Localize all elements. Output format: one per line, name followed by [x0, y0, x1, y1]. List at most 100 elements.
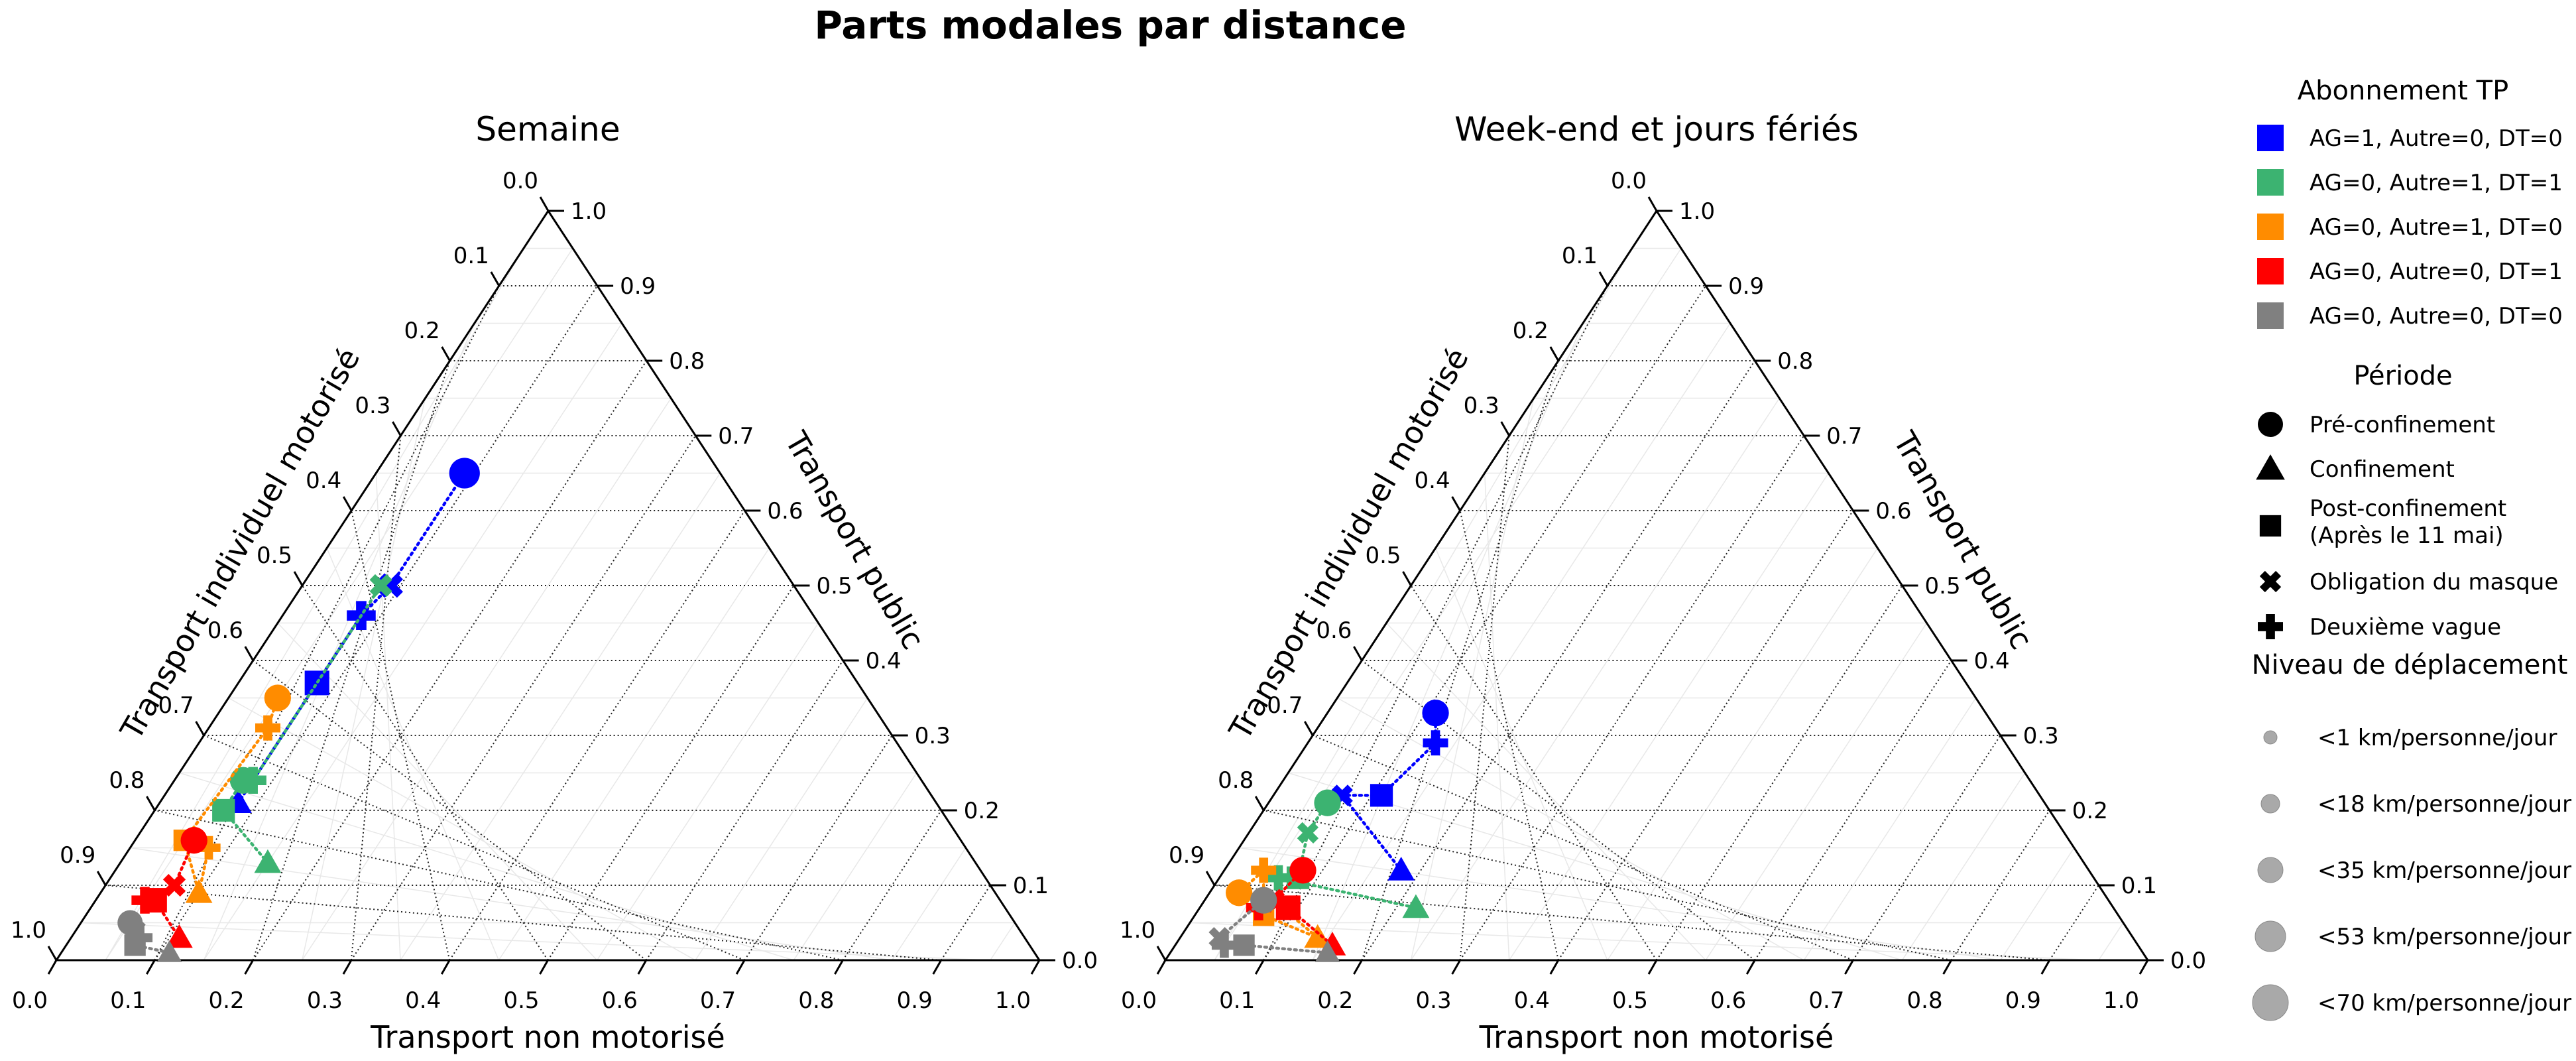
left-tick: [490, 271, 500, 286]
fine-grid-line: [203, 323, 475, 961]
bottom-tick-label: 0.2: [1317, 987, 1353, 1014]
grid-line: [350, 435, 402, 961]
fine-grid-line: [793, 773, 917, 961]
legend-swatch: [2257, 214, 2284, 240]
major-grid: [1214, 285, 2099, 961]
bottom-tick-label: 0.7: [700, 987, 736, 1014]
bottom-tick-label: 0.0: [1121, 987, 1157, 1014]
data-point: [1423, 730, 1448, 756]
grid-line: [253, 660, 647, 961]
data-series: [1331, 699, 1449, 881]
fine-grid: [1190, 247, 2124, 961]
fine-grid-line: [1607, 548, 1879, 961]
left-tick-label: 0.9: [1169, 842, 1204, 869]
left-tick-label: 0.1: [453, 243, 489, 269]
legend-size-marker: [2257, 857, 2284, 883]
legend-label: <70 km/personne/jour: [2317, 990, 2571, 1017]
right-tick-label: 0.0: [2170, 948, 2206, 974]
left-tick: [1254, 796, 1265, 811]
bottom-tick: [735, 960, 746, 975]
fine-grid-line: [1190, 922, 2099, 961]
legend-size-marker: [2260, 794, 2280, 814]
bottom-tick: [834, 960, 844, 975]
grid-line: [1459, 435, 1510, 961]
left-tick: [539, 196, 550, 212]
fine-grid-line: [1901, 773, 2026, 961]
bottom-tick-label: 0.8: [798, 987, 834, 1014]
right-tick-label: 0.3: [915, 723, 951, 749]
left-tick: [195, 721, 205, 736]
left-tick: [1549, 346, 1560, 361]
legend-label: Confinement: [2310, 456, 2455, 483]
grid-line: [1459, 510, 1559, 961]
data-point: [1251, 857, 1277, 883]
bottom-tick: [932, 960, 943, 975]
grid-line: [940, 885, 991, 961]
fine-grid-line: [81, 922, 990, 961]
data-series: [212, 574, 392, 873]
bottom-tick: [145, 960, 156, 975]
bottom-tick: [244, 960, 254, 975]
left-tick-label: 0.8: [1218, 767, 1254, 794]
grid-line: [645, 660, 844, 961]
bottom-tick-label: 0.0: [12, 987, 48, 1014]
left-tick: [244, 646, 255, 661]
bottom-tick: [1451, 960, 1461, 975]
legend-label: AG=0, Autre=0, DT=0: [2310, 303, 2563, 330]
legend-label: <1 km/personne/jour: [2317, 725, 2557, 751]
left-tick-label: 0.9: [60, 842, 95, 869]
bottom-tick: [440, 960, 451, 975]
legend-size-marker: [2263, 730, 2278, 745]
fine-grid-line: [400, 473, 721, 961]
data-point: [1211, 932, 1237, 958]
grid-line: [1361, 660, 1755, 961]
left-tick-label: 0.6: [207, 617, 243, 644]
fine-grid-line: [1312, 323, 1584, 961]
tick-group: 0.0 0.0 0.0 0.1 0.1 0.1 0.2 0.2 0.2 0.3 0.3 0.3 0.4 0…: [1120, 168, 2206, 1014]
legend-label: AG=0, Autre=1, DT=0: [2310, 214, 2563, 241]
bottom-tick-label: 0.6: [1710, 987, 1746, 1014]
data-point: [449, 458, 480, 489]
grid-line: [105, 885, 941, 961]
left-tick: [1205, 871, 1216, 886]
right-tick-label: 0.4: [1974, 648, 2010, 674]
grid-line: [1852, 735, 2001, 961]
left-tick: [1598, 271, 1609, 286]
right-tick-label: 0.7: [1826, 423, 1862, 450]
left-tick: [1500, 421, 1511, 436]
right-tick-label: 1.0: [571, 198, 607, 225]
bottom-tick-label: 0.1: [110, 987, 146, 1014]
fine-grid-line: [1803, 698, 1977, 961]
data-point: [156, 940, 182, 962]
fine-grid-line: [1410, 398, 1535, 961]
data-point: [142, 888, 167, 913]
data-series: [1265, 789, 1430, 918]
left-tick-label: 0.8: [109, 767, 145, 794]
fine-grid-line: [498, 548, 770, 961]
fine-grid-line: [130, 847, 892, 961]
data-point: [1315, 940, 1340, 962]
bottom-axis-label: Transport non motorisé: [1479, 1019, 1834, 1055]
data-point: [1226, 879, 1253, 906]
data-series: [1208, 887, 1340, 962]
legend-label: AG=0, Autre=1, DT=1: [2310, 170, 2563, 196]
data-point: [1297, 822, 1319, 844]
data-point: [124, 934, 146, 956]
legend-size-marker: [2252, 984, 2289, 1021]
right-tick-label: 0.2: [964, 798, 1000, 824]
bottom-tick-label: 0.4: [1514, 987, 1550, 1014]
bottom-tick-label: 1.0: [995, 987, 1031, 1014]
bottom-tick: [1745, 960, 1756, 975]
legend-title-abonnement: Abonnement TP: [2298, 76, 2508, 106]
legend-swatch: [2257, 258, 2284, 284]
left-tick: [1451, 496, 1461, 511]
legend-label: AG=0, Autre=0, DT=1: [2310, 259, 2563, 285]
right-tick-label: 0.5: [1925, 573, 1961, 599]
fine-grid-line: [1336, 697, 1804, 961]
grid-line: [1557, 510, 1854, 961]
left-tick-label: 0.7: [1267, 692, 1303, 719]
fine-grid-line: [990, 922, 1016, 961]
legend-size-marker: [2254, 920, 2286, 952]
left-tick: [1647, 196, 1658, 212]
